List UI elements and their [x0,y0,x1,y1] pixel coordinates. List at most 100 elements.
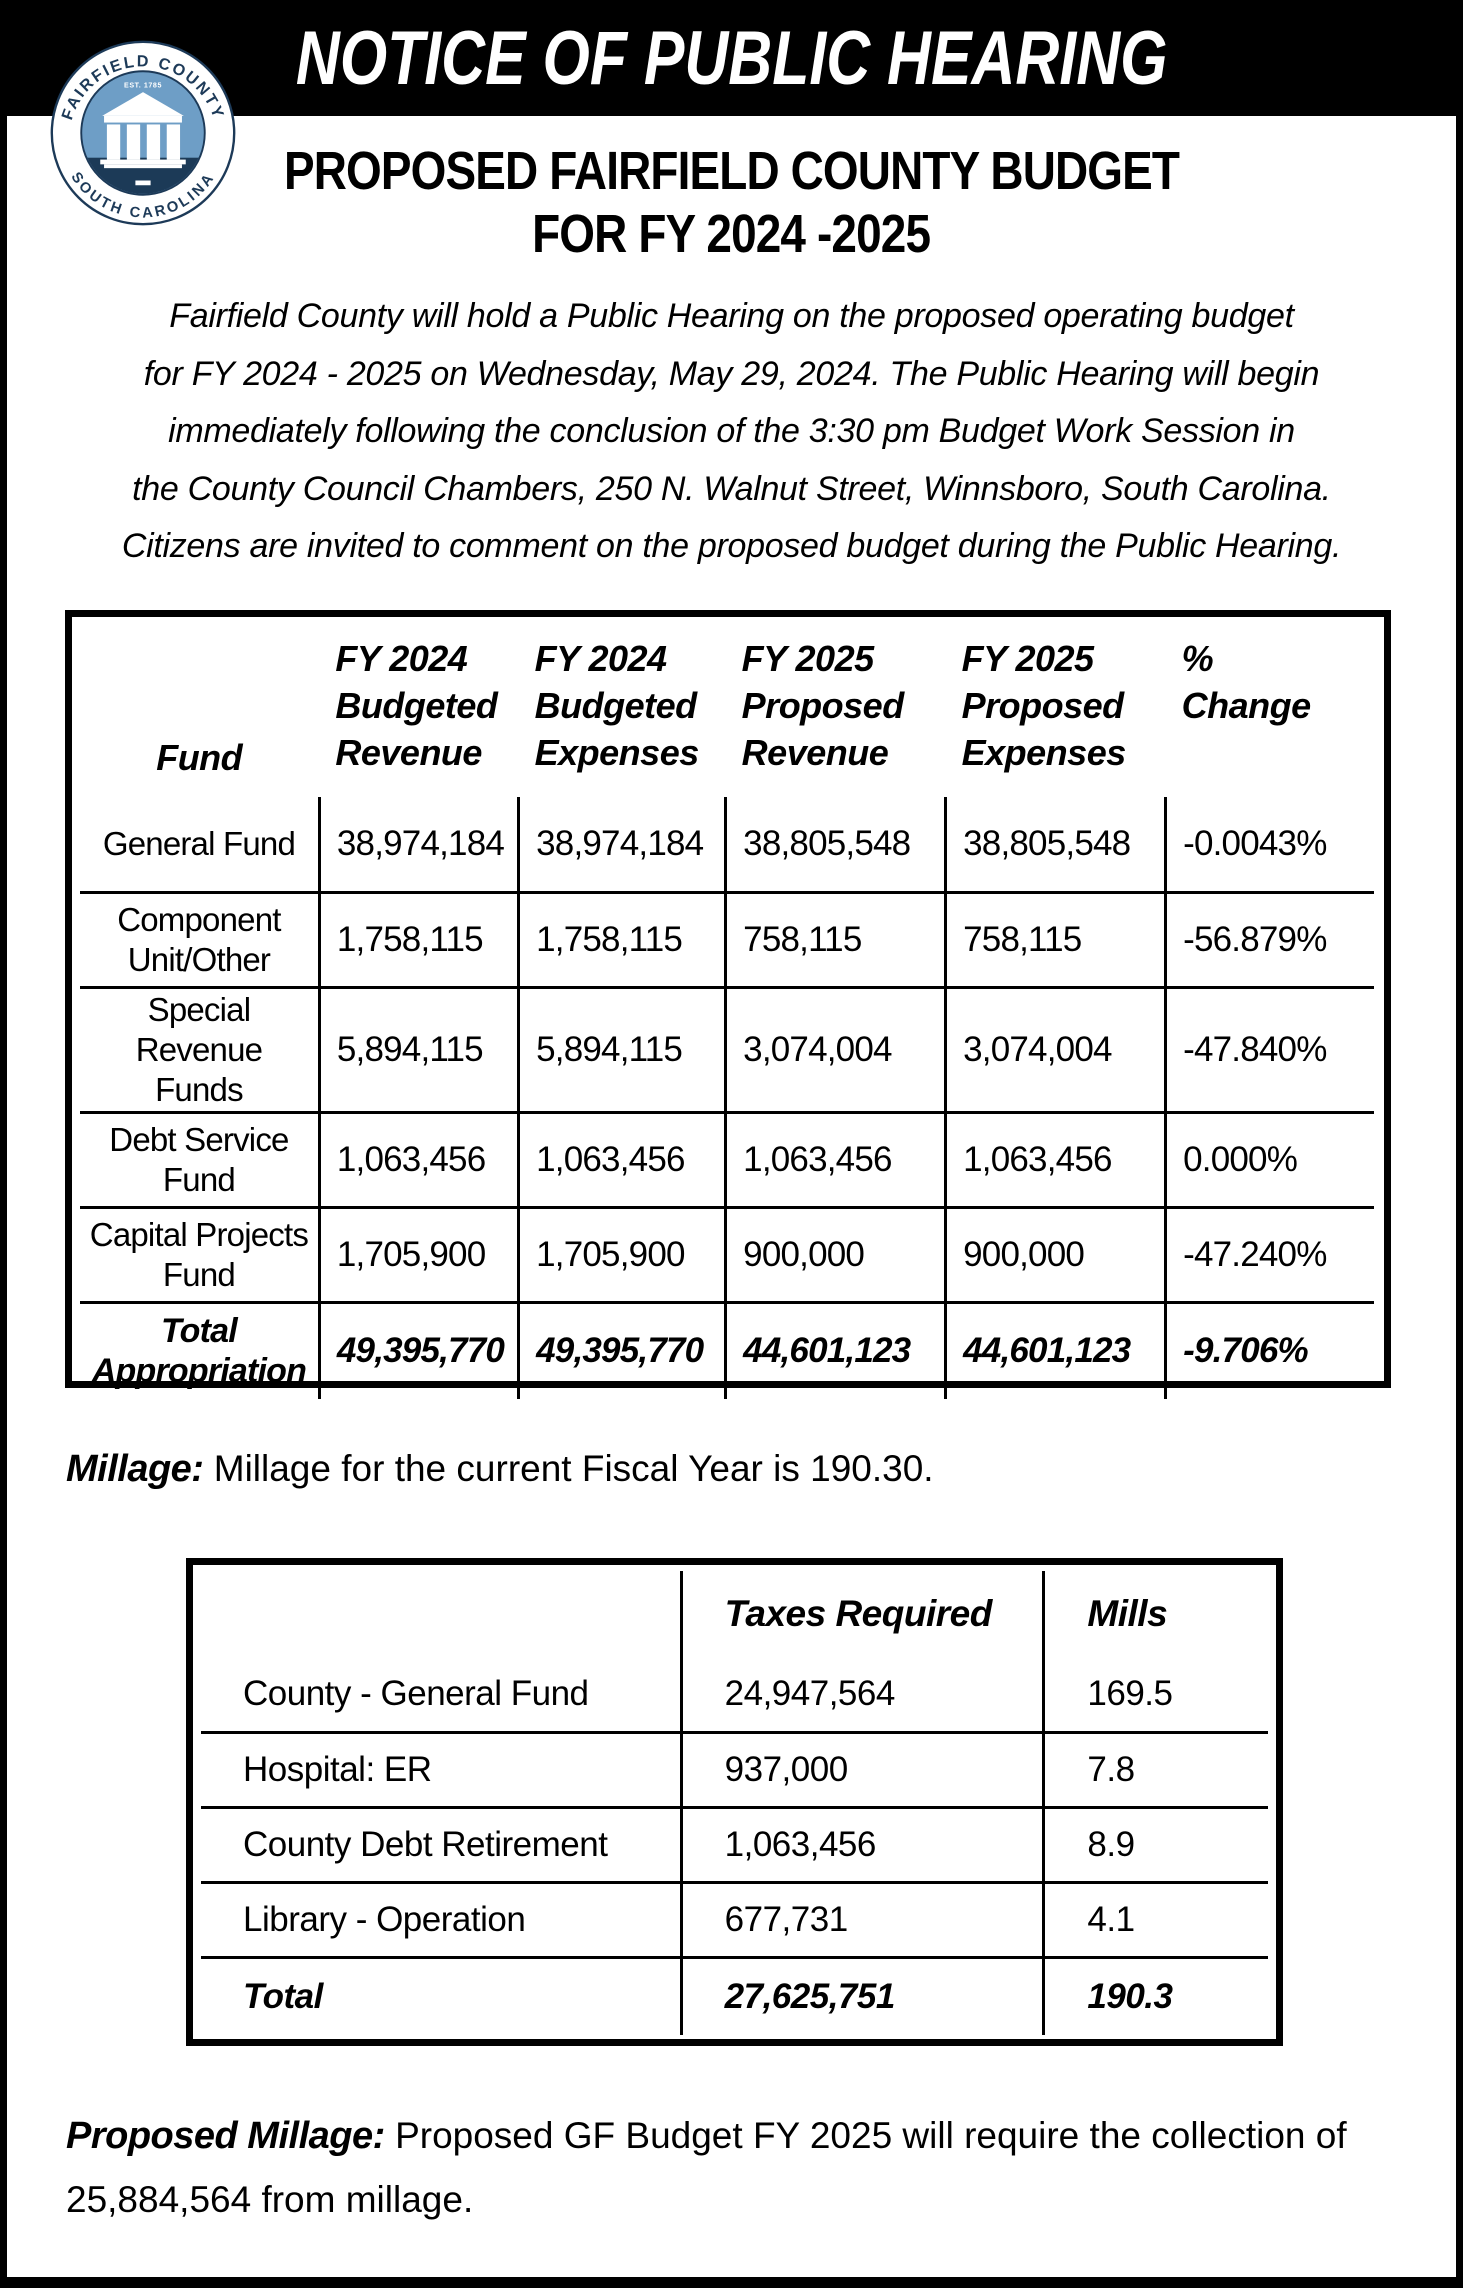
fund-label: Component Unit/Other [80,890,320,987]
intro-line: for FY 2024 - 2025 on Wednesday, May 29,… [143,354,1320,393]
subtitle-line-2: FOR FY 2024 -2025 [532,204,931,264]
page-border-right [1456,0,1463,2288]
budget-table: Fund FY 2024 Budgeted Revenue FY 2024 Bu… [65,610,1391,1399]
millage-note-text: Millage for the current Fiscal Year is 1… [213,1448,934,1489]
cell-value: -9.706% [1164,1300,1374,1399]
cell-value: 44,601,123 [724,1300,946,1399]
cell-value: 1,063,456 [517,1110,726,1207]
col-header-fund: Fund [156,737,243,778]
col-header-percent-change: % Change [1181,638,1312,726]
cell-value: 900,000 [724,1205,946,1302]
cell-value: -47.840% [1164,985,1374,1112]
cell-value: 38,974,184 [317,797,519,892]
table-row: County Debt Retirement 1,063,456 8.9 [201,1805,1268,1882]
table-row: Debt Service Fund 1,063,456 1,063,456 1,… [80,1110,1374,1207]
cell-taxes: 24,947,564 [679,1657,1044,1732]
millage-note-label: Millage: [66,1448,204,1490]
cell-mills: 4.1 [1042,1880,1268,1957]
cell-value: 1,063,456 [317,1110,519,1207]
cell-value: 38,974,184 [517,797,726,892]
millage-table: Taxes Required Mills County - General Fu… [186,1558,1283,2046]
proposed-millage-note: Proposed Millage: Proposed GF Budget FY … [66,2104,1426,2231]
cell-value: 1,705,900 [317,1205,519,1302]
cell-value: 900,000 [944,1205,1166,1302]
cell-taxes: 937,000 [679,1730,1044,1807]
intro-paragraph: Fairfield County will hold a Public Hear… [0,288,1463,576]
budget-table-header-row: Fund FY 2024 Budgeted Revenue FY 2024 Bu… [80,621,1374,797]
table-row: Hospital: ER 937,000 7.8 [201,1730,1268,1807]
page-border-left [0,0,7,2288]
row-label: County Debt Retirement [201,1805,682,1882]
cell-value: 38,805,548 [724,797,946,892]
cell-value: -56.879% [1164,890,1374,987]
budget-subtitle: PROPOSED FAIRFIELD COUNTY BUDGET FOR FY … [0,140,1463,266]
cell-value: 758,115 [724,890,946,987]
cell-value: 38,805,548 [944,797,1166,892]
table-row: Library - Operation 677,731 4.1 [201,1880,1268,1957]
col-header-fy2024-budgeted-expenses: FY 2024 Budgeted Expenses [534,638,700,773]
millage-table-header-row: Taxes Required Mills [201,1571,1268,1657]
col-header-fy2025-proposed-expenses: FY 2025 Proposed Expenses [961,638,1127,773]
cell-value: 49,395,770 [317,1300,519,1399]
page-border-bottom [0,2277,1463,2288]
cell-mills: 190.3 [1042,1955,1268,2035]
cell-taxes: 1,063,456 [679,1805,1044,1882]
proposed-millage-text: Proposed GF Budget FY 2025 will require … [66,2115,1347,2220]
cell-value: 49,395,770 [517,1300,726,1399]
row-label: County - General Fund [243,1673,589,1713]
intro-line: Citizens are invited to comment on the p… [121,527,1342,565]
cell-value: 0.000% [1164,1110,1374,1207]
cell-taxes: 27,625,751 [679,1955,1044,2035]
table-row: Special Revenue Funds 5,894,115 5,894,11… [80,985,1374,1112]
intro-line: immediately following the conclusion of … [168,412,1295,450]
fund-label: General Fund [102,824,296,862]
fund-label: Capital Projects Fund [80,1205,320,1302]
col-header-mills: Mills [1042,1571,1268,1657]
row-label: Library - Operation [201,1880,682,1957]
intro-line: Fairfield County will hold a Public Hear… [169,297,1294,335]
col-header-blank [201,1571,681,1657]
cell-value: 3,074,004 [724,985,946,1112]
cell-value: 44,601,123 [944,1300,1166,1399]
courthouse-icon [100,92,186,186]
header-black-bar [0,0,1463,116]
cell-value: 758,115 [944,890,1166,987]
table-row: General Fund 38,974,184 38,974,184 38,80… [80,797,1374,892]
proposed-millage-label: Proposed Millage: [66,2115,385,2157]
cell-value: -0.0043% [1164,797,1374,892]
fund-label: Debt Service Fund [80,1110,320,1207]
col-header-fy2025-proposed-revenue: FY 2025 Proposed Revenue [741,638,905,773]
table-row: Component Unit/Other 1,758,115 1,758,115… [80,890,1374,987]
cell-value: 5,894,115 [517,985,726,1112]
cell-value: 1,758,115 [517,890,726,987]
cell-taxes: 677,731 [679,1880,1044,1957]
fund-label: Total Appropriation [80,1300,320,1399]
intro-line: the County Council Chambers, 250 N. Waln… [132,469,1331,508]
total-appropriation-row: Total Appropriation 49,395,770 49,395,77… [80,1300,1374,1399]
seal-est-text: EST. 1785 [124,81,162,89]
col-header-taxes-required: Taxes Required [679,1571,1044,1657]
fund-label: Special Revenue Funds [80,985,320,1112]
cell-mills: 8.9 [1042,1805,1268,1882]
row-label: Total [201,1955,682,2035]
table-row: County - General Fund 24,947,564 169.5 [201,1657,1268,1732]
millage-total-row: Total 27,625,751 190.3 [201,1955,1268,2035]
cell-mills: 7.8 [1042,1730,1268,1807]
fairfield-county-seal-logo: EST. 1785 FAIRFIELD COUNTY SOUTH CAROLIN… [50,40,236,226]
cell-value: 1,705,900 [517,1205,726,1302]
cell-value: 3,074,004 [944,985,1166,1112]
notice-title: NOTICE OF PUBLIC HEARING [0,0,1463,116]
cell-value: 1,063,456 [724,1110,946,1207]
subtitle-line-1: PROPOSED FAIRFIELD COUNTY BUDGET [283,141,1180,201]
cell-value: 1,758,115 [317,890,519,987]
millage-note: Millage: Millage for the current Fiscal … [66,1448,1396,1491]
table-row: Capital Projects Fund 1,705,900 1,705,90… [80,1205,1374,1302]
col-header-fy2024-budgeted-revenue: FY 2024 Budgeted Revenue [335,638,498,773]
cell-mills: 169.5 [1042,1657,1268,1732]
cell-value: 5,894,115 [317,985,519,1112]
notice-title-text: NOTICE OF PUBLIC HEARING [295,15,1168,101]
row-label: Hospital: ER [201,1730,682,1807]
cell-value: 1,063,456 [944,1110,1166,1207]
cell-value: -47.240% [1164,1205,1374,1302]
